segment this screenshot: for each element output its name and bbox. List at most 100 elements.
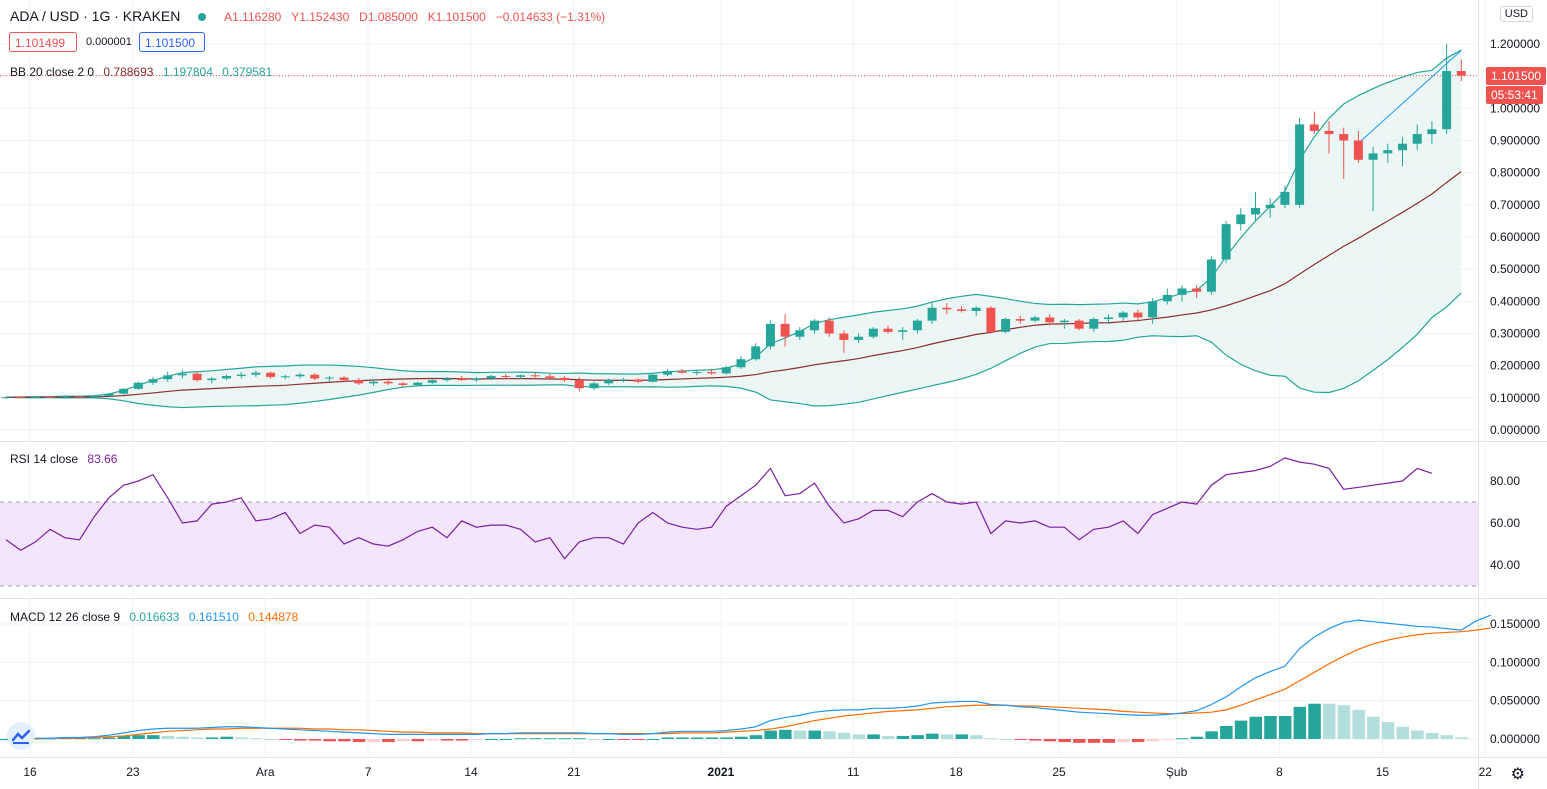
candle-body <box>1118 312 1128 318</box>
bb-basis-value: 0.788693 <box>103 65 154 79</box>
candle-body <box>295 374 305 377</box>
candle-body <box>1089 319 1099 329</box>
macd-histogram-bar <box>749 735 763 739</box>
macd-histogram-bar <box>1337 705 1351 739</box>
date-tick-label: 8 <box>1276 765 1283 779</box>
ohlc-high: Y1.152430 <box>291 10 350 24</box>
macd-histogram-bar <box>1014 739 1027 740</box>
candle-body <box>163 375 173 380</box>
ohlc-open: A1.116280 <box>224 10 282 24</box>
candle-body <box>648 374 658 382</box>
bb-legend[interactable]: BB 20 close 2 0 0.788693 1.197804 0.3795… <box>10 65 278 79</box>
macd-histogram-bar <box>588 739 601 740</box>
macd-histogram-bar <box>602 739 616 740</box>
macd-histogram-bar <box>690 737 704 739</box>
candle-body <box>471 378 481 381</box>
price-tick-label: 0.900000 <box>1490 134 1540 148</box>
currency-button[interactable]: USD <box>1499 6 1533 22</box>
macd-histogram-bar <box>338 739 351 742</box>
candle-body <box>721 367 731 374</box>
candle-body <box>1177 288 1187 295</box>
candle-body <box>912 320 922 331</box>
settings-gear-icon[interactable]: ⚙ <box>1510 766 1525 783</box>
candle-body <box>898 330 908 332</box>
macd-histogram-bar <box>632 739 645 740</box>
candle-body <box>516 375 525 377</box>
macd-histogram-bar <box>235 737 248 739</box>
macd-legend[interactable]: MACD 12 26 close 9 0.016633 0.161510 0.1… <box>10 610 304 624</box>
macd-histogram-bar <box>1043 739 1057 742</box>
macd-histogram-bar <box>1161 739 1174 740</box>
candle-body <box>560 377 570 381</box>
date-tick-label: 7 <box>365 765 372 779</box>
candle-body <box>251 372 261 375</box>
symbol-legend[interactable]: ADA / USD · 1G · KRAKEN A1.116280 Y1.152… <box>10 8 611 24</box>
candle-body <box>1206 259 1216 292</box>
sell-price-button[interactable]: 1.101499 <box>9 32 77 52</box>
macd-histogram-bar <box>955 734 968 739</box>
macd-histogram-bar <box>396 739 410 742</box>
macd-histogram-bar <box>823 731 836 739</box>
candle-body <box>16 397 26 399</box>
candle-body <box>1339 134 1349 141</box>
macd-histogram-bar <box>1264 716 1277 739</box>
bb-basis-line <box>5 171 1462 398</box>
candle-body <box>1265 204 1275 209</box>
candle-body <box>1309 124 1319 131</box>
candle-body <box>339 377 349 381</box>
candle-body <box>324 377 334 379</box>
bb-fill <box>6 50 1462 408</box>
candle-body <box>1383 150 1393 154</box>
candle-body <box>795 330 805 337</box>
tradingview-logo-icon[interactable] <box>7 722 35 750</box>
countdown-tag: 05:53:41 <box>1486 86 1543 104</box>
candle-body <box>60 396 70 398</box>
macd-histogram-bar <box>294 739 307 741</box>
buy-price-button[interactable]: 1.101500 <box>139 32 205 52</box>
macd-histogram-bar <box>367 739 380 743</box>
macd-histogram-bar <box>1176 738 1189 740</box>
macd-histogram-bar <box>411 739 425 742</box>
candle-body <box>1353 140 1363 160</box>
ohlc-change: −0.014633 (−1.31%) <box>495 10 606 24</box>
price-tick-label: 0.100000 <box>1490 391 1540 405</box>
rsi-tick-label: 40.00 <box>1490 558 1520 572</box>
macd-histogram-bar <box>1455 737 1468 739</box>
ohlc-close: K1.101500 <box>427 10 486 24</box>
price-tick-label: 0.300000 <box>1490 327 1540 341</box>
candle-body <box>1045 317 1055 323</box>
candle-body <box>1295 124 1305 205</box>
candle-body <box>1192 288 1202 292</box>
candle-body <box>824 320 834 334</box>
macd-histogram-bar <box>1425 732 1439 739</box>
macd-histogram-bar <box>573 738 586 740</box>
date-tick-label: 14 <box>464 765 478 779</box>
candle-body <box>677 371 687 373</box>
candle-body <box>1236 214 1246 225</box>
macd-histogram-bar <box>352 739 366 743</box>
macd-histogram-bar <box>499 739 513 740</box>
rsi-tick-label: 80.00 <box>1490 474 1520 488</box>
date-tick-label: 15 <box>1376 765 1390 779</box>
macd-histogram-bar <box>88 738 101 740</box>
candle-body <box>45 396 55 398</box>
date-tick-label: 18 <box>949 765 963 779</box>
candle-body <box>780 323 790 337</box>
macd-histogram-bar <box>470 739 483 740</box>
macd-histogram-bar <box>1308 703 1321 739</box>
bb-upper-value: 1.197804 <box>162 65 213 79</box>
macd-histogram-bar <box>529 738 542 740</box>
macd-histogram-bar <box>1029 739 1042 741</box>
candle-body <box>383 381 393 384</box>
rsi-legend[interactable]: RSI 14 close 83.66 <box>10 452 123 466</box>
candle-body <box>1412 134 1422 144</box>
macd-histogram-bar <box>382 739 395 743</box>
macd-tick-label: 0.150000 <box>1490 617 1540 631</box>
macd-histogram-bar <box>1367 716 1380 739</box>
macd-histogram-bar <box>102 737 116 739</box>
candle-body <box>604 380 614 384</box>
date-tick-label: 16 <box>23 765 37 779</box>
candle-body <box>530 375 540 377</box>
candle-body <box>1015 319 1025 321</box>
